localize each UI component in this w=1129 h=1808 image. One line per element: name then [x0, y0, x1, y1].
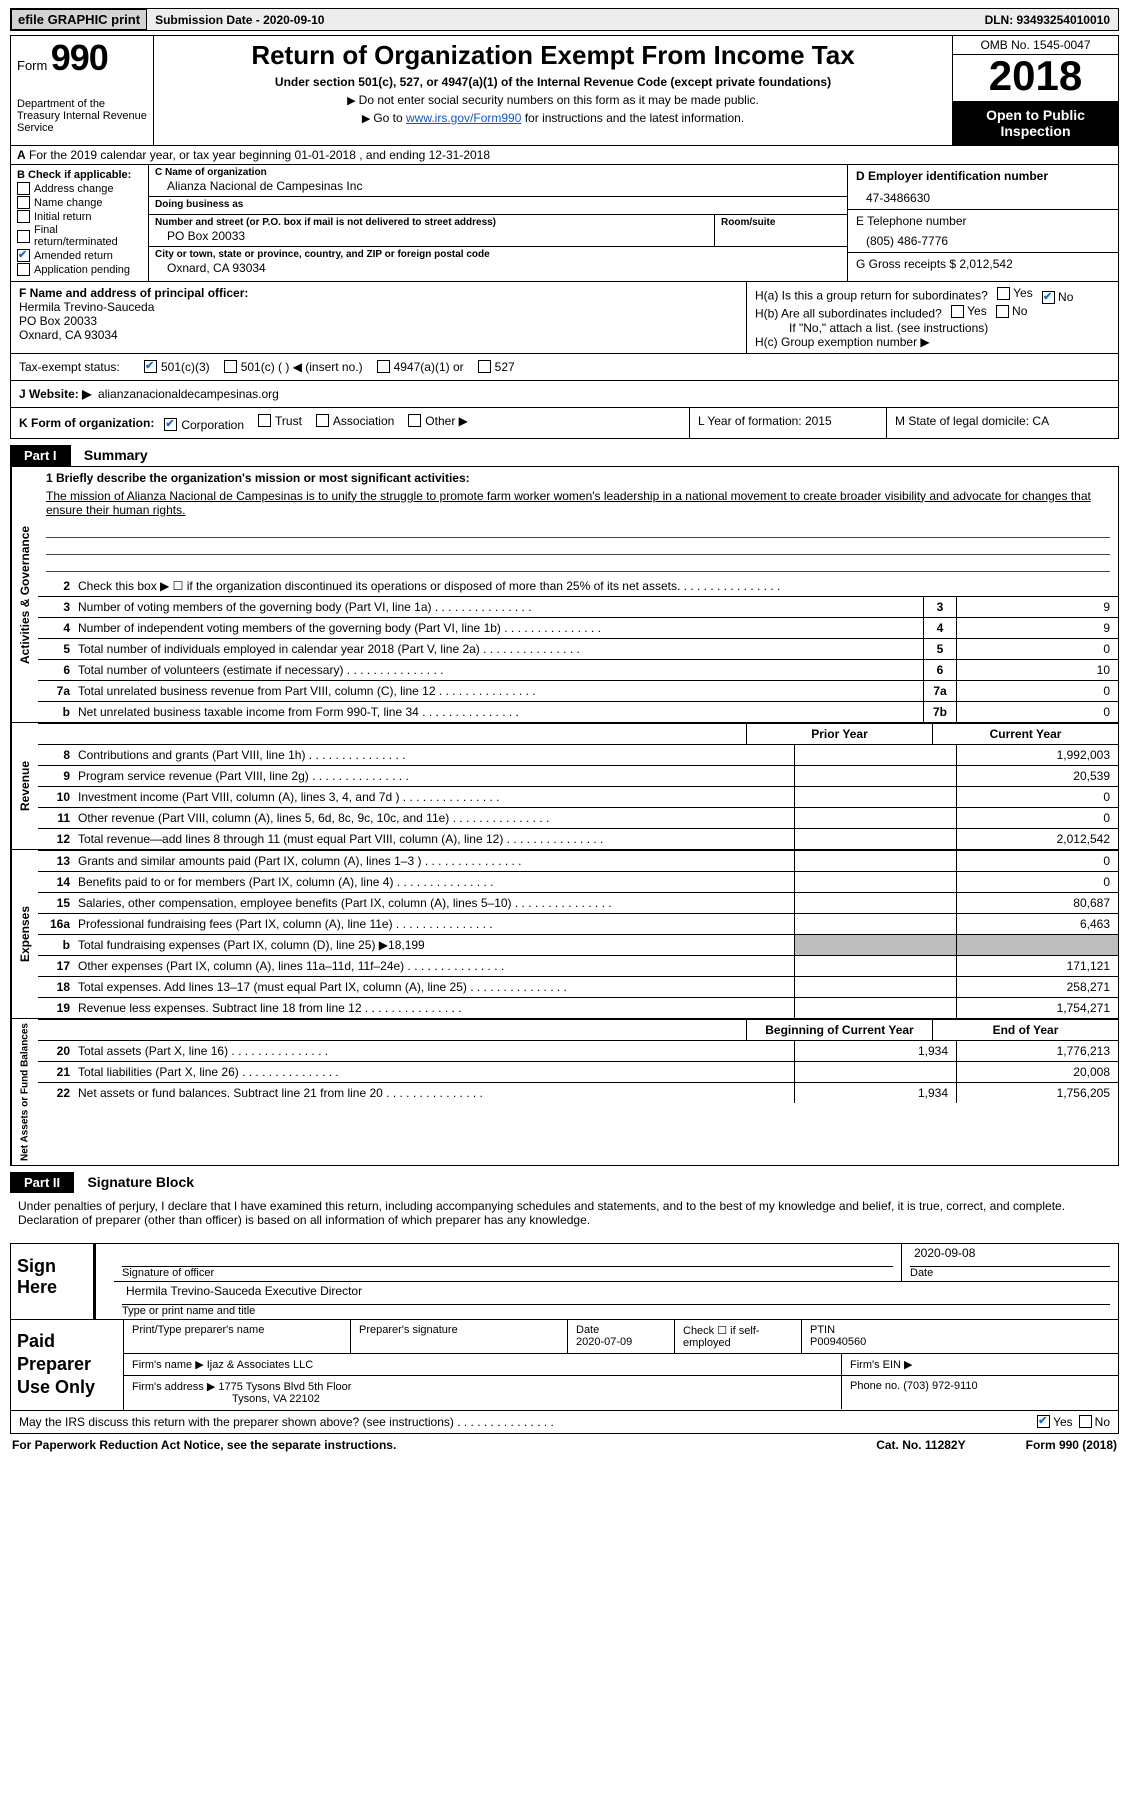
colb-checkbox[interactable]: [17, 182, 30, 195]
colb-label: Initial return: [34, 211, 91, 223]
part2-header: Part II: [10, 1172, 74, 1193]
mission-text: The mission of Alianza Nacional de Campe…: [46, 485, 1110, 521]
irs-link[interactable]: www.irs.gov/Form990: [406, 111, 521, 125]
side-governance: Activities & Governance: [11, 467, 38, 722]
preparer-block: Paid Preparer Use Only Print/Type prepar…: [10, 1320, 1119, 1411]
officer-name: Hermila Trevino-Sauceda Executive Direct…: [122, 1284, 1110, 1305]
form-word: Form: [17, 58, 47, 73]
top-bar: efile GRAPHIC print Submission Date - 20…: [10, 8, 1119, 31]
gross-receipts: G Gross receipts $ 2,012,542: [848, 253, 1118, 275]
open-inspection: Open to Public Inspection: [953, 101, 1118, 145]
irs-discuss-row: May the IRS discuss this return with the…: [10, 1411, 1119, 1434]
website-row: J Website: ▶ alianzanacionaldecampesinas…: [10, 381, 1119, 408]
colb-checkbox[interactable]: [17, 249, 30, 262]
sign-block: Sign Here Signature of officer 2020-09-0…: [10, 1243, 1119, 1320]
col-c: C Name of organization Alianza Nacional …: [149, 165, 847, 281]
state-domicile: M State of legal domicile: CA: [886, 408, 1118, 438]
ha-no-checkbox[interactable]: [1042, 291, 1055, 304]
k-checkbox[interactable]: [164, 418, 177, 431]
telephone: (805) 486-7776: [856, 228, 1110, 248]
colb-label: Amended return: [34, 250, 113, 262]
form-title: Return of Organization Exempt From Incom…: [164, 40, 942, 71]
col-d-e-g: D Employer identification number 47-3486…: [847, 165, 1118, 281]
colb-label: Name change: [34, 197, 103, 209]
ptin: P00940560: [810, 1336, 1110, 1348]
tax-year: 2018: [953, 55, 1118, 101]
submission-date: Submission Date - 2020-09-10: [147, 11, 332, 29]
part2-title: Signature Block: [87, 1174, 194, 1190]
declaration: Under penalties of perjury, I declare th…: [10, 1193, 1119, 1233]
part1-title: Summary: [84, 447, 148, 463]
city: Oxnard, CA 93034: [155, 260, 841, 276]
row-k: K Form of organization: CorporationTrust…: [10, 408, 1119, 439]
colb-label: Application pending: [34, 264, 130, 276]
part1-box: Activities & Governance 1 Briefly descri…: [10, 466, 1119, 1166]
department: Department of the Treasury Internal Reve…: [17, 98, 147, 134]
colb-checkbox[interactable]: [17, 210, 30, 223]
prior-year-head: Prior Year: [746, 724, 932, 744]
year-formation: L Year of formation: 2015: [689, 408, 886, 438]
k-checkbox[interactable]: [316, 414, 329, 427]
form-note-2: Go to www.irs.gov/Form990 for instructio…: [164, 111, 942, 125]
footer: For Paperwork Reduction Act Notice, see …: [10, 1434, 1119, 1456]
current-year-head: Current Year: [932, 724, 1118, 744]
colb-checkbox[interactable]: [17, 263, 30, 276]
sign-date: 2020-09-08: [910, 1246, 1110, 1267]
colb-label: Address change: [34, 183, 114, 195]
k-checkbox[interactable]: [258, 414, 271, 427]
col-h: H(a) Is this a group return for subordin…: [747, 282, 1118, 353]
form-number: 990: [51, 37, 108, 78]
side-expenses: Expenses: [11, 850, 38, 1018]
form-subtitle: Under section 501(c), 527, or 4947(a)(1)…: [164, 75, 942, 89]
preparer-phone: Phone no. (703) 972-9110: [842, 1376, 1118, 1409]
row-a: A For the 2019 calendar year, or tax yea…: [10, 146, 1119, 165]
form-header: Form 990 Department of the Treasury Inte…: [10, 35, 1119, 146]
colb-checkbox[interactable]: [17, 196, 30, 209]
street: PO Box 20033: [155, 228, 708, 244]
form-note-1: Do not enter social security numbers on …: [164, 93, 942, 107]
501c3-checkbox[interactable]: [144, 360, 157, 373]
firm-name: Ijaz & Associates LLC: [207, 1359, 313, 1371]
col-f: F Name and address of principal officer:…: [11, 282, 747, 353]
side-netassets: Net Assets or Fund Balances: [11, 1019, 38, 1165]
ein: 47-3486630: [856, 183, 1110, 205]
discuss-yes-checkbox[interactable]: [1037, 1415, 1050, 1428]
efile-print-button[interactable]: efile GRAPHIC print: [11, 9, 147, 30]
tax-exempt-status: Tax-exempt status: 501(c)(3) 501(c) ( ) …: [10, 354, 1119, 381]
dba: [155, 210, 841, 212]
colb-label: Final return/terminated: [34, 224, 142, 248]
dln: DLN: 93493254010010: [977, 11, 1118, 29]
col-b: B Check if applicable: Address changeNam…: [11, 165, 149, 281]
org-name: Alianza Nacional de Campesinas Inc: [155, 178, 841, 194]
side-revenue: Revenue: [11, 723, 38, 849]
k-checkbox[interactable]: [408, 414, 421, 427]
colb-checkbox[interactable]: [17, 230, 30, 243]
part1-header: Part I: [10, 445, 71, 466]
